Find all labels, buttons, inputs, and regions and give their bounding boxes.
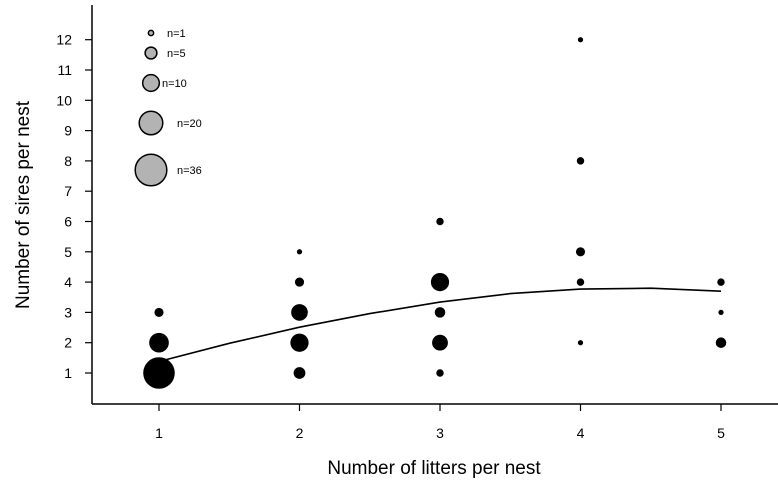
legend-label: n=1	[167, 28, 186, 40]
y-tick-label: 12	[56, 32, 72, 48]
data-point	[718, 309, 724, 316]
y-tick-label: 9	[64, 123, 72, 139]
legend-label: n=5	[167, 48, 186, 60]
y-tick-label: 7	[64, 183, 72, 199]
data-point	[576, 278, 585, 286]
y-tick-label: 3	[64, 304, 72, 320]
y-tick-label: 11	[57, 62, 72, 78]
data-point	[715, 337, 727, 348]
data-point	[436, 369, 444, 377]
legend-bubble	[138, 110, 164, 136]
y-tick-label: 1	[64, 365, 72, 381]
legend-bubble	[144, 46, 158, 60]
legend-bubble	[147, 29, 155, 37]
data-point	[290, 333, 309, 352]
data-point	[434, 307, 446, 318]
data-points	[143, 37, 727, 389]
fit-curve	[158, 287, 722, 363]
legend-label: n=10	[162, 78, 187, 90]
data-point	[576, 157, 585, 165]
data-point	[291, 304, 308, 321]
data-point	[149, 332, 169, 353]
y-tick-label: 5	[64, 244, 72, 260]
data-point	[577, 37, 584, 43]
legend-label: n=20	[177, 118, 202, 130]
legend-label: n=36	[177, 165, 202, 177]
data-point	[436, 217, 444, 226]
x-tick-label: 3	[436, 425, 444, 441]
fit-curve-layer	[158, 287, 722, 363]
data-point	[154, 307, 164, 317]
x-tick-label: 4	[577, 425, 585, 441]
x-axis-title: Number of litters per nest	[327, 458, 541, 479]
y-axis-title: Number of sires per nest	[13, 100, 34, 309]
y-tick-label: 4	[64, 274, 72, 290]
y-tick-label: 2	[64, 335, 72, 351]
x-tick-label: 5	[717, 425, 725, 441]
y-tick-label: 10	[56, 92, 72, 108]
data-point	[296, 249, 303, 255]
data-point	[430, 272, 450, 292]
y-tick-label: 8	[64, 153, 72, 169]
data-point	[717, 278, 725, 286]
size-legend: n=1 n=5 n=10 n=20 n=36	[134, 28, 202, 187]
legend-bubble	[134, 153, 168, 187]
x-tick-label: 2	[296, 425, 304, 441]
x-tick-label: 1	[155, 425, 163, 441]
data-point	[293, 367, 306, 379]
data-point	[143, 357, 175, 389]
data-point	[577, 340, 584, 346]
data-point	[575, 247, 586, 257]
legend-bubble	[141, 73, 161, 93]
y-tick-label: 6	[64, 214, 72, 230]
data-point	[432, 334, 448, 351]
data-point	[294, 277, 305, 287]
